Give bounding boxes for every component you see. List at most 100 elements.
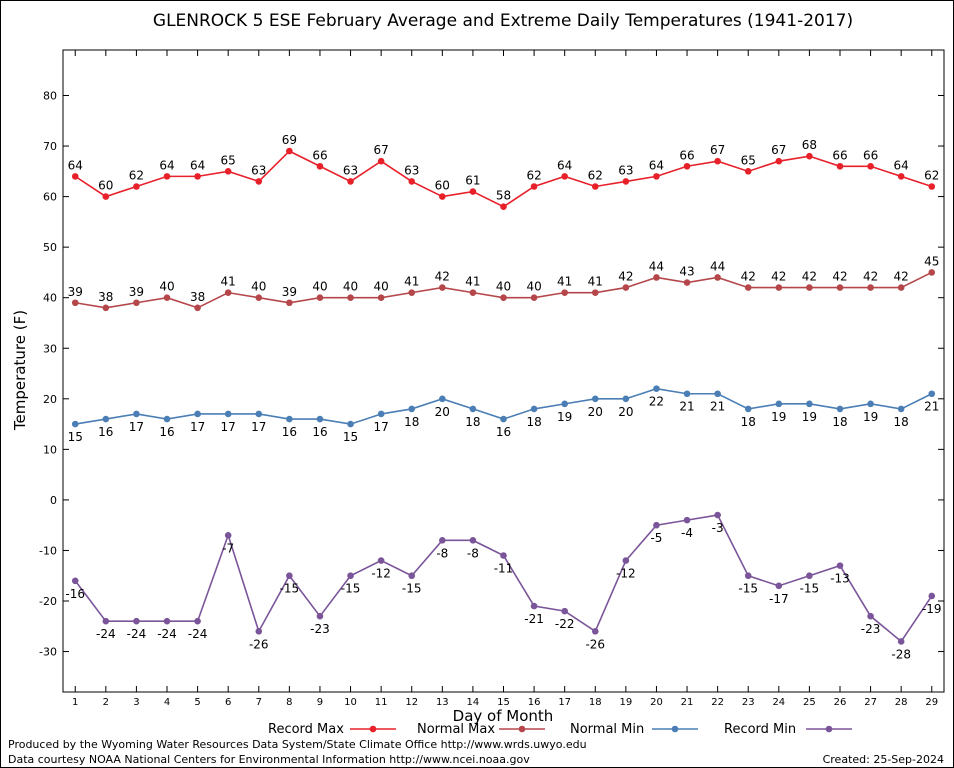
chart-title: GLENROCK 5 ESE February Average and Extr… [153,11,853,31]
normal-min-data-label: 16 [496,425,511,439]
record-max-point [714,157,721,165]
record-min-point [744,572,752,580]
normal-min-data-label: 22 [649,395,664,409]
normal-max-data-label: 42 [741,270,756,284]
record-min-data-label: -23 [861,622,881,636]
record-max-point [653,173,660,180]
x-tick-label: 10 [344,697,357,708]
record-max-point [683,162,691,170]
record-min-point [591,628,599,635]
record-min-data-label: -8 [467,546,479,560]
normal-min-point [224,410,232,418]
normal-min-point [836,405,844,413]
normal-min-point [744,405,752,413]
record-min-point [347,572,354,580]
legend-marker-normal-max [518,725,526,733]
record-min-point [316,612,324,620]
x-tick-label: 14 [467,697,480,708]
record-max-data-label: 64 [557,158,572,172]
x-tick-label: 24 [772,697,785,708]
record-min-data-label: -5 [650,531,662,545]
record-max-data-label: 68 [802,138,817,152]
normal-max-point [316,294,324,302]
record-min-data-label: -8 [436,546,448,560]
record-max-data-label: 62 [924,168,939,182]
normal-min-point [469,405,477,413]
normal-min-data-label: 16 [98,425,113,439]
record-max-data-label: 64 [190,158,205,172]
normal-max-point [806,284,813,291]
y-tick-label: 50 [43,241,57,254]
x-tick-label: 18 [589,697,602,708]
x-tick-label: 20 [650,697,663,708]
normal-min-point [194,410,201,418]
normal-min-data-label: 17 [190,420,205,434]
normal-min-data-label: 18 [404,415,419,429]
record-min-point [469,537,477,544]
normal-max-point [102,304,110,312]
record-min-point [622,557,630,564]
record-min-point [897,638,905,645]
record-max-data-label: 66 [679,148,694,162]
normal-max-point [133,299,140,307]
record-max-point [836,162,844,170]
normal-min-point [928,390,936,398]
record-max-data-label: 63 [618,163,633,177]
x-tick-label: 26 [834,697,847,708]
record-max-point [744,168,752,175]
normal-max-point [744,284,752,291]
record-min-data-label: -13 [830,572,850,586]
record-max-data-label: 66 [312,148,327,162]
record-max-point [530,183,538,190]
normal-max-point [775,284,783,291]
normal-min-data-label: 19 [557,410,572,424]
normal-min-point [653,385,660,392]
normal-max-data-label: 42 [863,270,878,284]
x-tick-label: 12 [405,697,418,708]
record-max-data-label: 67 [373,143,388,157]
normal-min-data-label: 21 [679,400,694,414]
record-min-point [683,516,691,524]
y-tick-label: 40 [43,292,57,305]
normal-min-data-label: 20 [618,405,633,419]
record-min-point [194,617,201,625]
x-tick-label: 23 [742,697,755,708]
record-max-point [408,178,416,185]
normal-max-data-label: 42 [832,270,847,284]
record-min-point [377,557,385,564]
normal-min-data-label: 17 [373,420,388,434]
record-min-data-label: -24 [188,627,208,641]
normal-min-point [775,400,783,408]
record-min-data-label: -17 [769,592,789,606]
normal-min-data-label: 19 [771,410,786,424]
record-max-data-label: 63 [251,163,266,177]
record-min-data-label: -16 [65,587,85,601]
record-min-point [500,552,507,559]
record-min-point [653,521,660,529]
normal-min-point [347,420,354,428]
record-max-data-label: 64 [159,158,174,172]
normal-max-data-label: 40 [159,280,174,294]
record-min-point [255,628,263,635]
record-min-point [286,572,293,580]
x-tick-label: 15 [497,697,510,708]
record-max-point [591,183,599,190]
record-min-data-label: -12 [616,567,636,581]
record-min-point [530,602,538,610]
record-min-point [71,577,79,585]
record-min-data-label: -15 [402,582,422,596]
record-max-data-label: 62 [129,168,144,182]
normal-max-point [194,304,201,312]
record-max-data-label: 63 [343,163,358,177]
normal-max-data-label: 41 [557,275,572,289]
normal-min-point [439,395,446,403]
normal-max-point [683,279,691,286]
x-tick-label: 16 [528,697,541,708]
record-min-data-label: -7 [222,541,234,555]
normal-min-point [806,400,813,408]
y-tick-label: 20 [43,393,57,406]
normal-max-data-label: 39 [282,285,297,299]
normal-max-data-label: 39 [68,285,83,299]
x-tick-label: 9 [317,697,323,708]
record-min-data-label: -15 [341,582,361,596]
